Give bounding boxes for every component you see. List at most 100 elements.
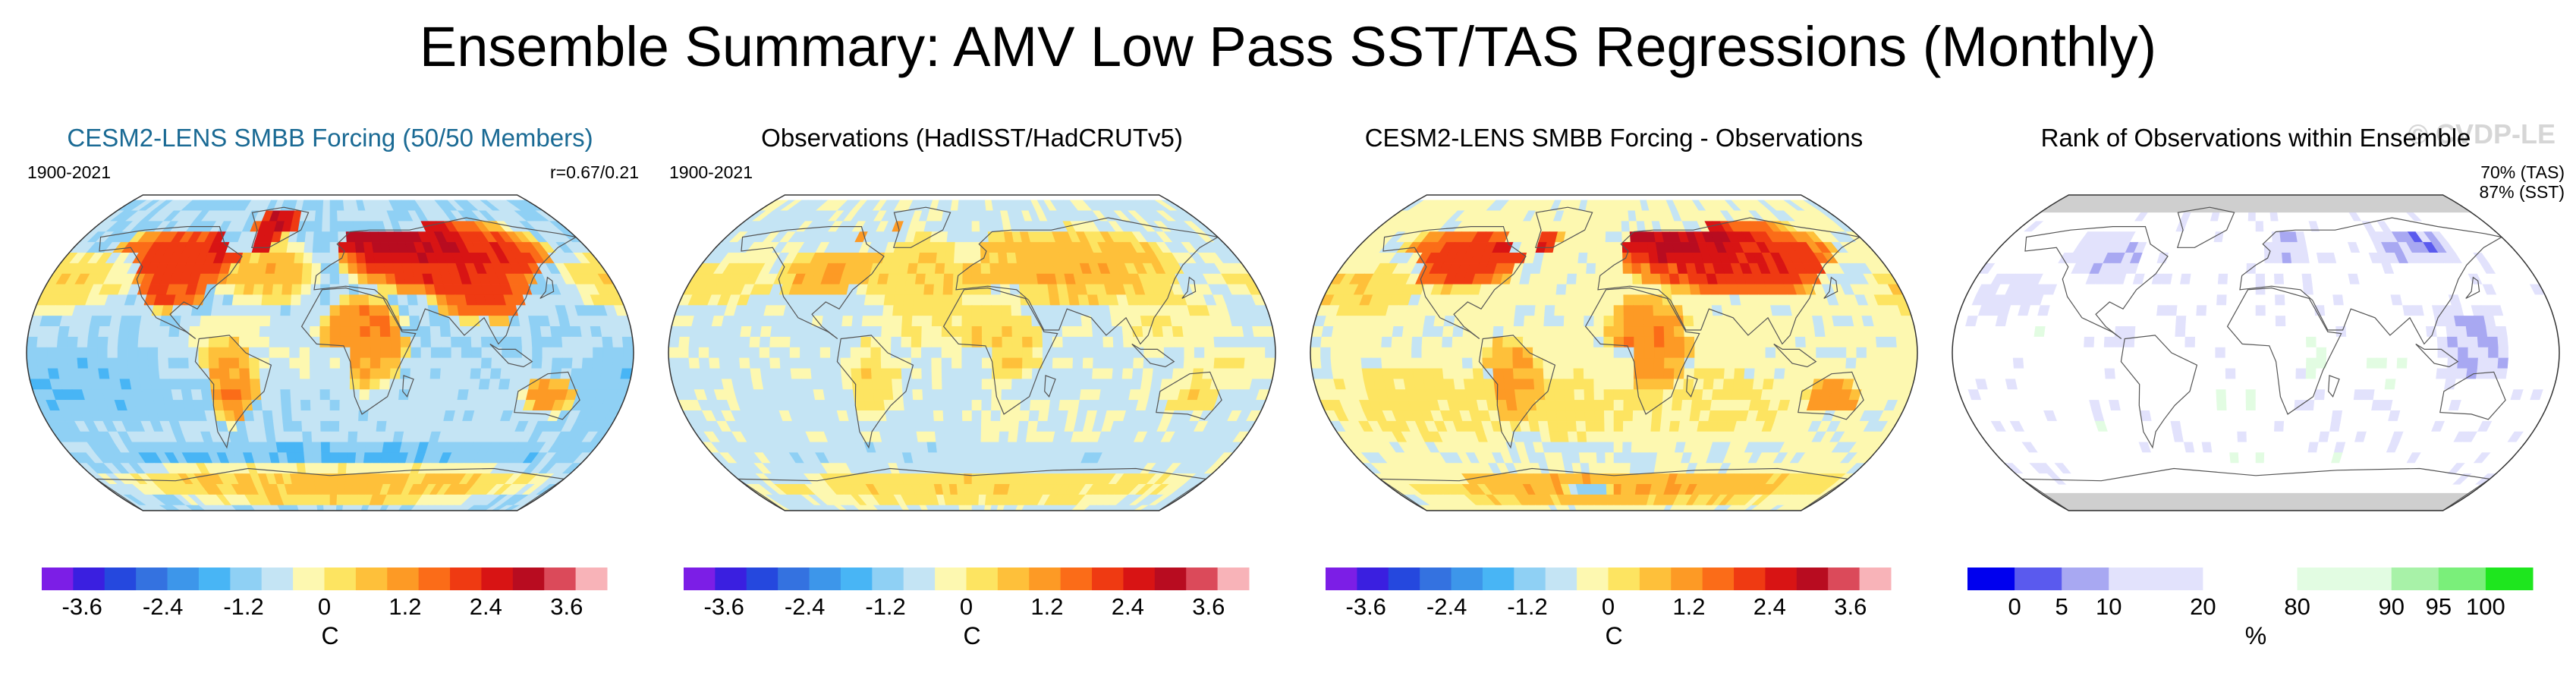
grid-cell — [281, 400, 292, 411]
grid-cell — [1321, 326, 1334, 338]
grid-cell — [1631, 252, 1641, 264]
grid-cell — [169, 379, 182, 390]
grid-cell — [971, 263, 982, 275]
grid-cell — [819, 336, 832, 348]
grid-cell — [1704, 357, 1716, 369]
grid-cell — [991, 316, 1002, 327]
grid-cell — [1724, 357, 1736, 369]
grid-cell — [205, 505, 225, 511]
grid-cell — [289, 316, 301, 327]
grid-cell — [1213, 336, 1225, 348]
grid-cell — [1371, 326, 1384, 338]
grid-cell — [1658, 263, 1670, 275]
grid-cell — [1875, 357, 1888, 369]
colorbar-unit-label: C — [963, 622, 981, 649]
grid-cell — [1080, 379, 1093, 390]
grid-cell — [919, 505, 932, 511]
grid-cell — [346, 242, 357, 253]
grid-cell — [313, 221, 323, 232]
grid-cell — [1565, 410, 1577, 422]
grid-cell — [551, 336, 563, 348]
grid-cell — [1574, 294, 1586, 306]
grid-cell — [27, 357, 39, 369]
grid-cell — [129, 316, 143, 327]
grid-cell — [1392, 368, 1404, 379]
grid-cell — [1037, 410, 1049, 422]
grid-cell — [1340, 357, 1353, 369]
grid-cell — [1613, 400, 1625, 411]
grid-cell — [1574, 410, 1586, 422]
grid-cell — [250, 305, 262, 316]
grid-cell — [945, 252, 955, 264]
grid-cell — [882, 305, 895, 316]
grid-cell — [1732, 379, 1744, 390]
grid-cell — [1805, 347, 1816, 359]
grid-cell — [1634, 336, 1645, 348]
grid-cell — [1865, 336, 1877, 348]
grid-cell — [932, 389, 943, 401]
grid-cell — [907, 263, 919, 275]
grid-cell — [1593, 294, 1605, 306]
grid-cell — [1782, 379, 1794, 390]
grid-cell — [621, 336, 634, 348]
grid-cell — [1320, 336, 1332, 348]
grid-cell — [429, 505, 449, 511]
grid-cell — [903, 294, 915, 306]
grid-cell — [760, 368, 772, 379]
grid-cell — [291, 273, 303, 285]
grid-cell — [961, 368, 973, 379]
grid-cell — [189, 379, 202, 390]
grid-cell — [971, 221, 980, 232]
grid-cell — [841, 316, 854, 327]
grid-cell — [1663, 379, 1675, 390]
grid-cell — [912, 389, 923, 401]
grid-cell — [895, 420, 908, 432]
grid-cell — [300, 305, 311, 316]
colorbar-swatch — [481, 568, 514, 590]
grid-cell — [439, 326, 451, 338]
grid-cell — [350, 347, 361, 359]
grid-cell — [1024, 505, 1038, 511]
grid-cell — [1643, 347, 1655, 359]
grid-cell — [1412, 326, 1424, 338]
grid-cell — [1663, 368, 1675, 379]
grid-cell — [971, 494, 980, 506]
grid-cell — [1603, 379, 1615, 390]
grid-cell — [285, 252, 296, 264]
grid-cell — [1633, 294, 1644, 306]
grid-cell — [1613, 273, 1624, 285]
grid-cell — [370, 368, 381, 379]
grid-cell — [913, 400, 924, 411]
grid-cell — [943, 420, 954, 432]
grid-cell — [1191, 326, 1204, 338]
grid-cell — [951, 400, 963, 411]
grid-cell — [590, 368, 602, 379]
grid-cell — [241, 305, 253, 316]
grid-cell — [560, 326, 573, 338]
grid-cell — [353, 505, 363, 511]
grid-cell — [770, 326, 782, 338]
grid-cell — [387, 294, 399, 306]
grid-cell — [407, 305, 420, 316]
grid-cell — [1331, 326, 1345, 338]
grid-cell — [850, 347, 861, 359]
grid-cell — [264, 505, 278, 511]
grid-cell — [230, 305, 243, 316]
grid-cell — [1162, 368, 1174, 379]
grid-cell — [1555, 410, 1568, 422]
grid-cell — [302, 431, 313, 443]
grid-cell — [199, 326, 210, 338]
grid-cell — [1203, 357, 1216, 369]
grid-cell — [1567, 263, 1578, 275]
grid-cell — [1825, 336, 1837, 348]
grid-cell — [936, 252, 946, 264]
grid-cell — [1049, 389, 1062, 401]
grid-cell — [581, 336, 593, 348]
grid-cell — [759, 357, 771, 369]
grid-cell — [953, 431, 964, 443]
grid-cell — [971, 410, 983, 422]
grid-cell — [698, 357, 711, 369]
grid-cell — [873, 505, 890, 511]
grid-cell — [310, 357, 321, 369]
grid-cell — [1613, 284, 1625, 296]
